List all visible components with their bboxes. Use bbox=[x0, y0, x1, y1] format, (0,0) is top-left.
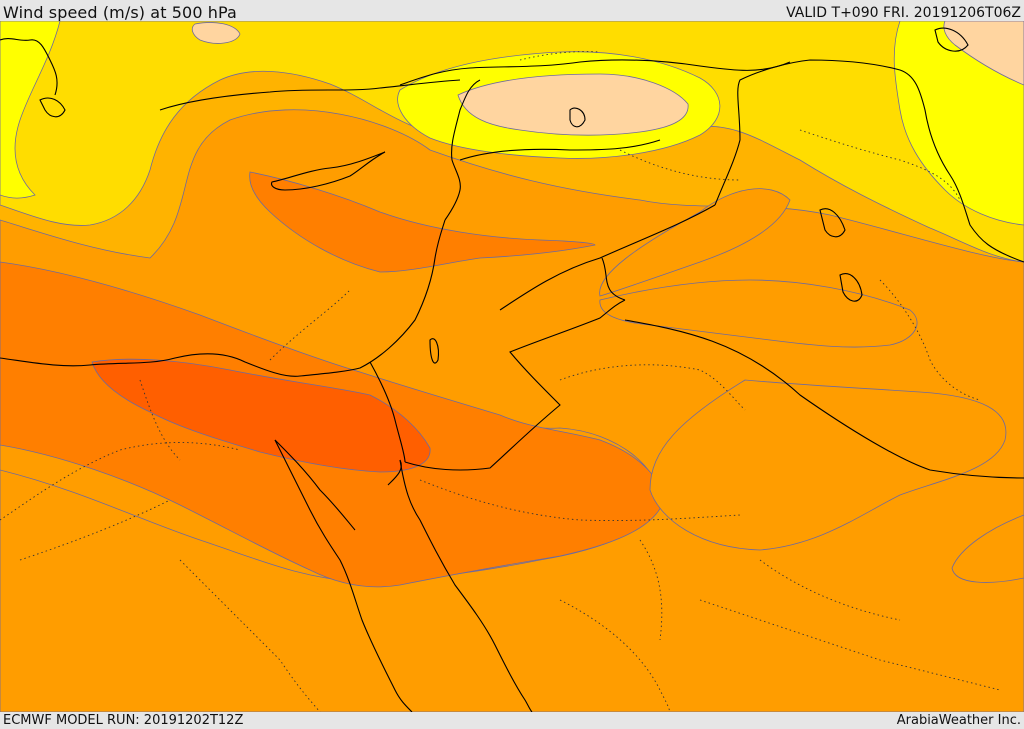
footer-bar: ECMWF MODEL RUN: 20191202T12Z ArabiaWeat… bbox=[0, 712, 1024, 729]
field-band-peach bbox=[457, 73, 689, 136]
valid-time: VALID T+090 FRI. 20191206T06Z bbox=[786, 5, 1021, 21]
field-band-yellow-west bbox=[0, 21, 61, 199]
field-band-red-orange-north bbox=[249, 171, 596, 273]
field-band-peach-ne bbox=[943, 21, 1024, 86]
field-band-orange bbox=[0, 109, 1024, 712]
admin-borders bbox=[0, 51, 1001, 712]
field-band-orange-ne bbox=[599, 188, 791, 297]
credit-label: ArabiaWeather Inc. bbox=[896, 713, 1021, 728]
model-run-label: ECMWF MODEL RUN: 20191202T12Z bbox=[3, 713, 244, 728]
coastlines-borders bbox=[0, 27, 1024, 712]
field-band-orange-east2 bbox=[649, 379, 1007, 551]
field-band-peach-nw bbox=[191, 22, 241, 44]
field-band-core bbox=[91, 358, 431, 473]
field-band-orange-se bbox=[951, 514, 1024, 583]
map-title: Wind speed (m/s) at 500 hPa bbox=[3, 3, 237, 22]
wind-speed-map[interactable] bbox=[0, 21, 1024, 712]
header-bar: Wind speed (m/s) at 500 hPa VALID T+090 … bbox=[0, 0, 1024, 22]
